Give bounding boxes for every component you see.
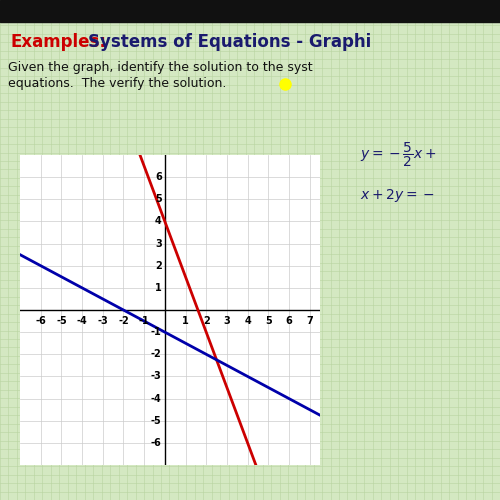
Text: 4: 4: [244, 316, 251, 326]
Text: -1: -1: [139, 316, 149, 326]
Text: 1: 1: [182, 316, 189, 326]
Text: 4: 4: [155, 216, 162, 226]
Text: -6: -6: [151, 438, 162, 448]
Text: 6: 6: [155, 172, 162, 182]
Text: 7: 7: [306, 316, 313, 326]
Text: -4: -4: [151, 394, 162, 404]
Bar: [0, 0, 500, 22]
Text: -6: -6: [36, 316, 46, 326]
Text: $y = -\dfrac{5}{2}x +$: $y = -\dfrac{5}{2}x +$: [360, 141, 436, 169]
Text: -4: -4: [76, 316, 88, 326]
Text: 5: 5: [265, 316, 272, 326]
Text: -2: -2: [151, 350, 162, 360]
Text: $x + 2y = -$: $x + 2y = -$: [360, 186, 434, 204]
Text: 3: 3: [224, 316, 230, 326]
Text: -2: -2: [118, 316, 129, 326]
Text: 6: 6: [286, 316, 292, 326]
Text: Systems of Equations - Graphi: Systems of Equations - Graphi: [88, 33, 371, 51]
Text: -5: -5: [56, 316, 67, 326]
Text: 5: 5: [155, 194, 162, 204]
Text: -1: -1: [151, 327, 162, 337]
Text: -3: -3: [151, 372, 162, 382]
Text: 2: 2: [155, 260, 162, 270]
Text: 2: 2: [203, 316, 209, 326]
Text: -3: -3: [98, 316, 108, 326]
Text: -5: -5: [151, 416, 162, 426]
Text: Examples:: Examples:: [10, 33, 106, 51]
Text: equations.  The verify the solution.: equations. The verify the solution.: [8, 78, 226, 90]
Text: Given the graph, identify the solution to the syst: Given the graph, identify the solution t…: [8, 62, 312, 74]
Text: 1: 1: [155, 283, 162, 293]
Text: 3: 3: [155, 238, 162, 248]
